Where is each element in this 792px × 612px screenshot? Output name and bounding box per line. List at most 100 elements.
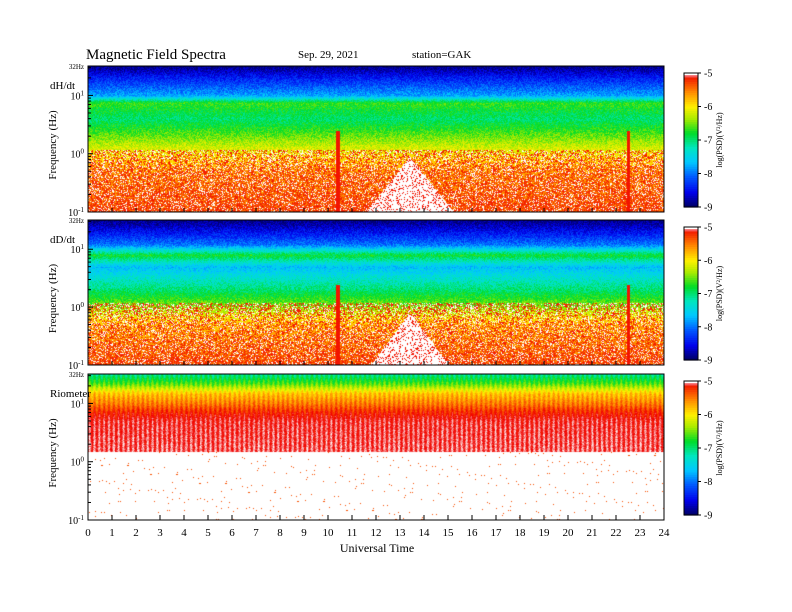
y-tick-label: 100: [71, 456, 85, 469]
colorbar-swatch: [684, 286, 698, 290]
colorbar-swatch: [684, 122, 698, 125]
colorbar-swatch: [684, 351, 698, 354]
colorbar: -5 -6 -7 -8 -9 log(PSD)(V²/Hz): [683, 69, 724, 214]
colorbar-swatch: [684, 295, 698, 299]
colorbar-swatch: [684, 432, 698, 436]
colorbar-swatch: [684, 385, 698, 389]
colorbar-swatch: [684, 389, 698, 393]
colorbar-swatch: [684, 407, 698, 411]
colorbar-swatch: [684, 405, 698, 409]
colorbar-swatch: [684, 166, 698, 170]
colorbar-swatch: [684, 249, 698, 252]
spectrogram-image: [88, 374, 664, 520]
colorbar-swatch: [684, 348, 698, 352]
colorbar-swatch: [684, 240, 698, 244]
colorbar-swatch: [684, 322, 698, 326]
x-axis-label: Universal Time: [340, 541, 414, 555]
figure-date: Sep. 29, 2021: [298, 49, 359, 61]
colorbar-swatch: [684, 346, 698, 350]
colorbar-swatch: [684, 494, 698, 498]
colorbar-swatch: [684, 387, 698, 391]
y-axis-label: Frequency (Hz): [47, 264, 59, 334]
x-tick-label: 4: [181, 527, 187, 539]
colorbar-swatch: [684, 131, 698, 134]
x-tick-label: 16: [467, 527, 479, 539]
y-tick-exp: -1: [78, 514, 84, 522]
colorbar-swatch: [684, 95, 698, 99]
colorbar-swatch: [684, 474, 698, 478]
x-tick-label: 11: [347, 527, 358, 539]
colorbar-label: log(PSD)(V²/Hz): [715, 266, 724, 322]
colorbar-swatch: [684, 171, 698, 175]
colorbar-swatch: [684, 102, 698, 105]
colorbar-swatch: [684, 490, 698, 494]
colorbar-swatch: [684, 398, 698, 402]
y-tick-base: 10: [71, 150, 81, 161]
colorbar-swatch: [684, 344, 698, 348]
colorbar-swatch: [684, 324, 698, 328]
colorbar-swatch: [684, 81, 698, 85]
colorbar-swatch: [684, 231, 698, 235]
colorbar-swatch: [684, 280, 698, 284]
colorbar-swatch: [684, 436, 698, 440]
colorbar-swatch: [684, 73, 698, 76]
spectrogram-image: [88, 66, 664, 212]
y-tick-label: 101: [71, 397, 85, 410]
colorbar-swatch: [684, 189, 698, 192]
colorbar-swatch: [684, 488, 698, 492]
colorbar-tick-label: -6: [704, 256, 712, 267]
colorbar-swatch: [684, 401, 698, 404]
y-tick-exp: 0: [81, 148, 85, 156]
colorbar-swatch: [684, 160, 698, 163]
colorbar-tick-label: -9: [704, 203, 712, 214]
y-tick-base: 10: [71, 245, 81, 256]
y-tick-base: 10: [68, 361, 78, 372]
colorbar-swatch: [684, 251, 698, 255]
colorbar-swatch: [684, 470, 698, 474]
colorbar-swatch: [684, 284, 698, 288]
colorbar-swatch: [684, 483, 698, 487]
colorbar-swatch: [684, 186, 698, 190]
colorbar-swatch: [684, 506, 698, 509]
colorbar-label: log(PSD)(V²/Hz): [715, 112, 724, 168]
colorbar-swatch: [684, 90, 698, 94]
colorbar-swatch: [684, 313, 698, 317]
colorbar-swatch: [684, 479, 698, 483]
colorbar-tick-label: -6: [704, 410, 712, 421]
colorbar-swatch: [684, 335, 698, 339]
colorbar-swatch: [684, 443, 698, 447]
colorbar-swatch: [684, 416, 698, 420]
y-tick-exp: 1: [81, 89, 85, 97]
colorbar-swatch: [684, 93, 698, 96]
colorbar-swatch: [684, 481, 698, 485]
colorbar-swatch: [684, 135, 698, 139]
colorbar-swatch: [684, 450, 698, 454]
colorbar-swatch: [684, 77, 698, 81]
colorbar-swatch: [684, 97, 698, 101]
colorbar-swatch: [684, 468, 698, 471]
colorbar-swatch: [684, 193, 698, 197]
colorbar-swatch: [684, 410, 698, 413]
colorbar-swatch: [684, 271, 698, 275]
colorbar-tick-label: -9: [704, 511, 712, 522]
colorbar-swatch: [684, 126, 698, 130]
panel-label: dD/dt: [50, 234, 75, 246]
x-tick-label: 10: [323, 527, 335, 539]
colorbar-swatch: [684, 412, 698, 416]
colorbar-swatch: [684, 262, 698, 266]
colorbar-swatch: [684, 266, 698, 270]
colorbar-swatch: [684, 315, 698, 319]
colorbar-swatch: [684, 106, 698, 110]
x-tick-label: 9: [301, 527, 307, 539]
colorbar-swatch: [684, 253, 698, 257]
y-tick-exp: 1: [81, 243, 85, 251]
colorbar-swatch: [684, 337, 698, 341]
colorbar-swatch: [684, 264, 698, 268]
x-tick-label: 0: [85, 527, 91, 539]
colorbar-swatch: [684, 342, 698, 346]
colorbar-swatch: [684, 142, 698, 146]
panel-label: Riometer: [50, 388, 91, 400]
station-label: station=GAK: [412, 49, 471, 61]
colorbar-tick-label: -9: [704, 356, 712, 367]
